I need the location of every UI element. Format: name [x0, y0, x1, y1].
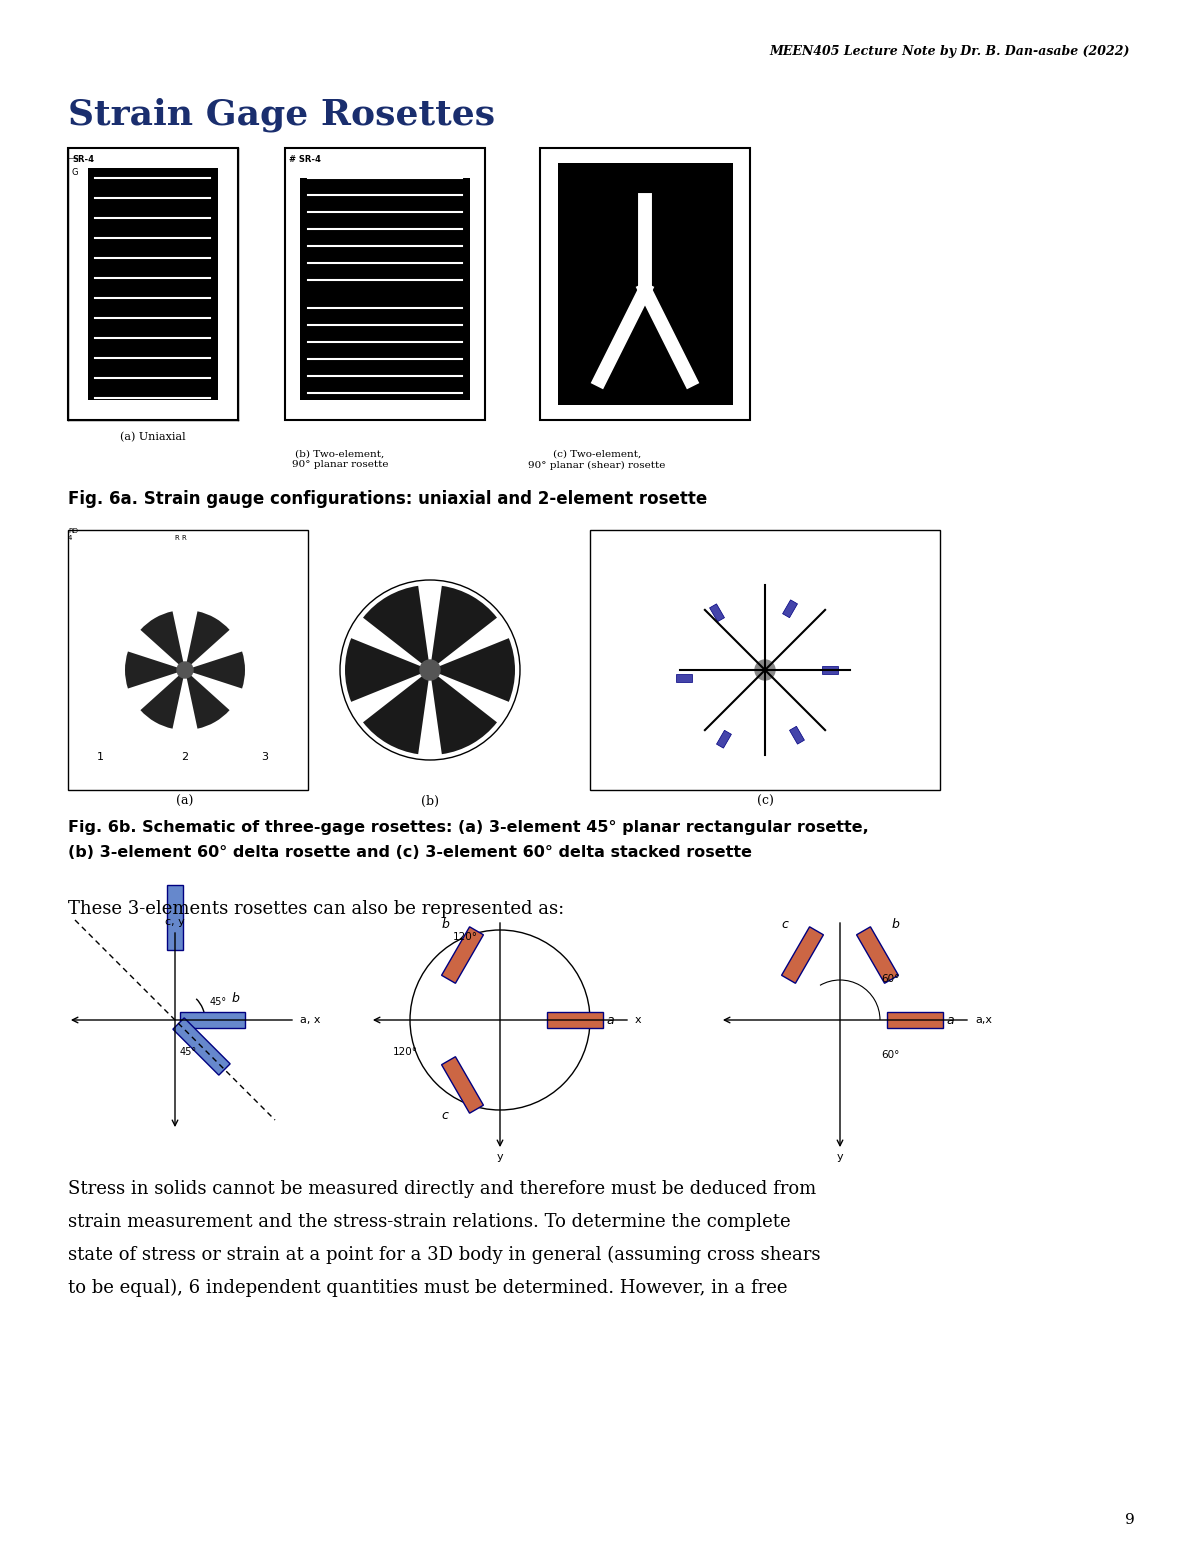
Bar [822, 666, 838, 674]
Text: 120°: 120° [392, 1047, 418, 1058]
Text: G: G [72, 168, 78, 177]
Bar [782, 599, 798, 618]
Wedge shape [185, 669, 229, 728]
FancyBboxPatch shape [167, 885, 182, 950]
Text: c: c [442, 1109, 449, 1121]
FancyBboxPatch shape [442, 1056, 484, 1114]
Text: b: b [232, 992, 239, 1005]
Text: # SR-4: # SR-4 [289, 155, 320, 165]
Wedge shape [185, 651, 245, 688]
Text: a,x: a,x [974, 1016, 992, 1025]
Text: 120°: 120° [452, 932, 478, 943]
Text: strain measurement and the stress-strain relations. To determine the complete: strain measurement and the stress-strain… [68, 1213, 791, 1232]
Bar [558, 163, 733, 405]
Text: Fig. 6b. Schematic of three-gage rosettes: (a) 3-element 45° planar rectangular : Fig. 6b. Schematic of three-gage rosette… [68, 820, 869, 836]
Text: 3: 3 [262, 752, 269, 763]
Text: y: y [836, 1152, 844, 1162]
Text: 9: 9 [1126, 1513, 1135, 1527]
Text: Stress in solids cannot be measured directly and therefore must be deduced from: Stress in solids cannot be measured dire… [68, 1180, 816, 1197]
Text: a: a [946, 1014, 954, 1027]
FancyBboxPatch shape [442, 927, 484, 983]
FancyBboxPatch shape [857, 927, 899, 983]
Circle shape [340, 579, 520, 759]
Text: a: a [606, 1014, 614, 1027]
Bar [88, 168, 218, 401]
Text: (b): (b) [421, 795, 439, 808]
FancyBboxPatch shape [887, 1013, 943, 1028]
Wedge shape [140, 612, 185, 669]
Text: 45°: 45° [210, 997, 227, 1006]
FancyBboxPatch shape [173, 1017, 230, 1075]
Bar [300, 289, 470, 401]
Circle shape [755, 660, 775, 680]
Text: 1: 1 [96, 752, 103, 763]
Bar [286, 148, 485, 419]
Wedge shape [430, 669, 497, 755]
Wedge shape [364, 669, 430, 755]
Wedge shape [430, 638, 515, 702]
Wedge shape [430, 585, 497, 669]
Text: Fig. 6a. Strain gauge configurations: uniaxial and 2-element rosette: Fig. 6a. Strain gauge configurations: un… [68, 491, 707, 508]
FancyBboxPatch shape [180, 1013, 245, 1028]
Wedge shape [364, 585, 430, 669]
Text: to be equal), 6 independent quantities must be determined. However, in a free: to be equal), 6 independent quantities m… [68, 1280, 787, 1297]
Bar [590, 530, 940, 790]
Text: b: b [442, 918, 449, 932]
Text: y: y [497, 1152, 503, 1162]
Circle shape [420, 660, 440, 680]
Text: (a): (a) [176, 795, 193, 808]
Wedge shape [125, 651, 185, 688]
Text: 45°: 45° [180, 1047, 197, 1058]
Bar [716, 730, 732, 749]
Text: b: b [892, 918, 899, 932]
Text: c, y: c, y [166, 916, 185, 927]
Text: (b) 3-element 60° delta rosette and (c) 3-element 60° delta stacked rosette: (b) 3-element 60° delta rosette and (c) … [68, 845, 752, 860]
Wedge shape [185, 612, 229, 669]
FancyBboxPatch shape [781, 927, 823, 983]
Text: (b) Two-element,
90° planar rosette: (b) Two-element, 90° planar rosette [292, 450, 389, 469]
Text: (c) Two-element,
90° planar (shear) rosette: (c) Two-element, 90° planar (shear) rose… [528, 450, 666, 469]
Bar [300, 179, 470, 289]
Text: These 3-elements rosettes can also be represented as:: These 3-elements rosettes can also be re… [68, 901, 564, 918]
Text: R R: R R [175, 534, 187, 540]
Wedge shape [346, 638, 430, 702]
Text: 60°: 60° [881, 1050, 899, 1061]
Bar [676, 674, 692, 682]
Text: 60°: 60° [881, 974, 899, 985]
Bar [540, 148, 750, 419]
Text: MEEN405 Lecture Note by Dr. B. Dan-asabe (2022): MEEN405 Lecture Note by Dr. B. Dan-asabe… [769, 45, 1130, 59]
Bar [790, 727, 804, 744]
Text: (c): (c) [756, 795, 774, 808]
Text: a, x: a, x [300, 1016, 320, 1025]
Bar [709, 604, 725, 621]
FancyBboxPatch shape [547, 1013, 604, 1028]
Text: x: x [635, 1016, 642, 1025]
Circle shape [410, 930, 590, 1110]
Circle shape [178, 662, 193, 679]
Text: Strain Gage Rosettes: Strain Gage Rosettes [68, 98, 496, 132]
Text: c: c [781, 918, 788, 932]
Text: state of stress or strain at a point for a 3D body in general (assuming cross sh: state of stress or strain at a point for… [68, 1246, 821, 1264]
Text: 2: 2 [181, 752, 188, 763]
Text: (a) Uniaxial: (a) Uniaxial [120, 432, 186, 443]
Text: RD
4: RD 4 [68, 528, 78, 540]
Text: SR-4: SR-4 [72, 155, 94, 165]
Wedge shape [140, 669, 185, 728]
Bar [68, 530, 308, 790]
Bar [68, 148, 238, 419]
